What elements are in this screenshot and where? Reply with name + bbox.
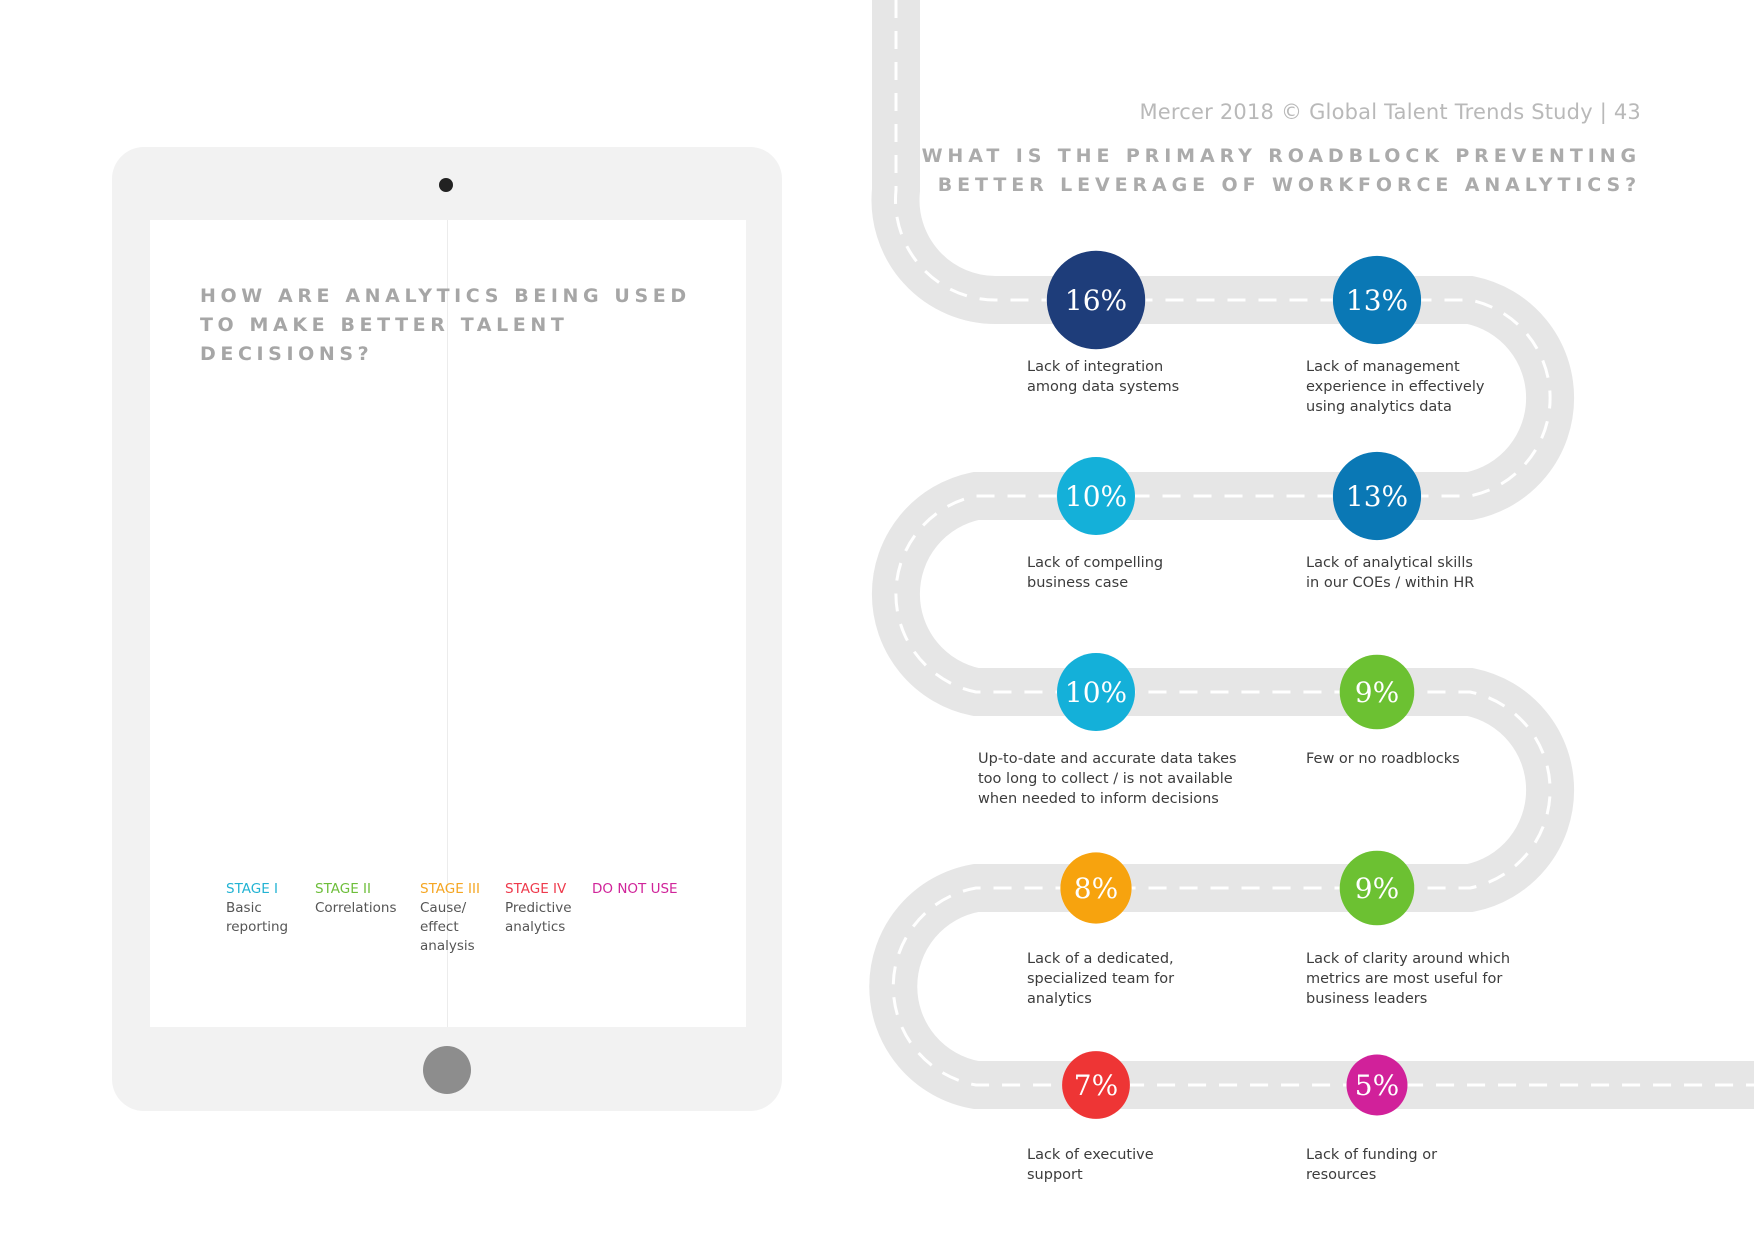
roadblock-circle xyxy=(1332,451,1422,541)
roadblock-circle xyxy=(1346,1054,1408,1116)
roadblock-circle xyxy=(1062,1051,1130,1119)
roadblock-circle xyxy=(1339,654,1415,730)
roadblock-label-line: Lack of executive xyxy=(1027,1147,1154,1163)
stage-description: analytics xyxy=(505,919,566,935)
roadblock-circle xyxy=(1332,255,1422,345)
roadblock-label-line: Lack of integration xyxy=(1027,359,1164,375)
stage-name: STAGE III xyxy=(420,881,480,897)
roadblock-label: Lack of compelling business case xyxy=(1027,553,1163,593)
roadblock-label-line: experience in effectively xyxy=(1306,379,1485,395)
roadblock-percent: 13% xyxy=(1346,284,1408,317)
roadblock-label: Few or no roadblocks xyxy=(1306,749,1460,769)
analytics-question-title: HOW ARE ANALYTICS BEING USED TO MAKE BET… xyxy=(200,285,691,365)
roadblock-label: Lack of a dedicated, specialized team for… xyxy=(1027,949,1174,1009)
roadblock-label-line: resources xyxy=(1306,1167,1377,1183)
tablet-screen xyxy=(150,220,746,1027)
stage-label: STAGE III Cause/effect analysis xyxy=(420,880,480,956)
roadblock-label-line: Few or no roadblocks xyxy=(1306,751,1460,767)
roadblock-label: Lack of clarity around which metrics are … xyxy=(1306,949,1510,1009)
roadblock-label-line: when needed to inform decisions xyxy=(978,791,1219,807)
roadblock-label: Up-to-date and accurate data takes too lo… xyxy=(978,749,1237,809)
roadblock-label-line: specialized team for xyxy=(1027,971,1175,987)
roadblock-label-line: Lack of management xyxy=(1306,359,1460,375)
roadblock-percent: 9% xyxy=(1355,872,1399,905)
winding-road xyxy=(869,0,1754,1109)
roadblock-percent: 9% xyxy=(1355,676,1399,709)
stage-name: STAGE IV xyxy=(505,881,567,897)
stage-description: Predictive xyxy=(505,900,572,916)
roadblock-label-line: Lack of a dedicated, xyxy=(1027,951,1174,967)
roadblock-label-line: business leaders xyxy=(1306,991,1428,1007)
page-fold-line xyxy=(447,220,448,1027)
stage-description: Cause/ xyxy=(420,900,467,916)
stage-name: STAGE I xyxy=(226,881,279,897)
stage-name: DO NOT USE xyxy=(592,881,678,897)
roadblock-label-line: business case xyxy=(1027,575,1129,591)
roadblock-label-line: among data systems xyxy=(1027,379,1180,395)
roadblock-label: Lack of analytical skills in our COEs / w… xyxy=(1306,553,1474,593)
roadblock-percent: 7% xyxy=(1074,1069,1118,1102)
roadblock-label-line: Up-to-date and accurate data takes xyxy=(978,751,1237,767)
roadblock-label-line: metrics are most useful for xyxy=(1306,971,1503,987)
stage-description: effect xyxy=(420,919,459,935)
roadblock-percent: 5% xyxy=(1355,1069,1399,1102)
roadblock-percent: 16% xyxy=(1065,284,1127,317)
roadblock-label-line: Lack of compelling xyxy=(1027,555,1164,571)
roadblock-circle xyxy=(1060,852,1132,924)
roadblock-label-line: using analytics data xyxy=(1306,399,1452,415)
stage-description: Basic xyxy=(226,900,262,916)
roadblock-circle xyxy=(1046,250,1146,350)
roadblock-circle xyxy=(1339,850,1415,926)
roadblock-circle xyxy=(1057,457,1135,535)
stage-label: STAGE IV Predictive analytics xyxy=(505,880,572,937)
roadblock-percent: 8% xyxy=(1074,872,1118,905)
roadblock-label-line: analytics xyxy=(1027,991,1092,1007)
roadblock-label-line: too long to collect / is not available xyxy=(978,771,1233,787)
stage-description: Correlations xyxy=(315,900,397,916)
roadblock-label: Lack of executive support xyxy=(1027,1145,1154,1185)
stage-description: reporting xyxy=(226,919,289,935)
roadblock-label: Lack of integration among data systems xyxy=(1027,357,1179,397)
roadblock-circle xyxy=(1057,653,1135,731)
roadblock-question: WHAT IS THE PRIMARY ROADBLOCK PREVENTING… xyxy=(921,145,1641,196)
stage-label: STAGE II Correlations xyxy=(315,880,396,918)
roadblock-label-line: support xyxy=(1027,1167,1083,1183)
stage-name: STAGE II xyxy=(315,881,372,897)
stage-label: STAGE I Basic reporting xyxy=(226,880,288,937)
roadblock-label-line: Lack of analytical skills xyxy=(1306,555,1473,571)
roadblock-label: Lack of funding or resources xyxy=(1306,1145,1437,1185)
roadblock-label-line: Lack of funding or xyxy=(1306,1147,1438,1163)
stage-description: analysis xyxy=(420,938,475,954)
roadblock-percent: 10% xyxy=(1065,676,1127,709)
roadblock-label-line: Lack of clarity around which xyxy=(1306,951,1511,967)
camera-dot xyxy=(439,178,453,192)
roadblock-percent: 10% xyxy=(1065,480,1127,513)
roadblock-label-line: in our COEs / within HR xyxy=(1306,575,1475,591)
home-button xyxy=(423,1046,471,1094)
roadblock-percent: 13% xyxy=(1346,480,1408,513)
roadblock-label: Lack of management experience in effectiv… xyxy=(1306,357,1484,417)
source-line: Mercer 2018 © Global Talent Trends Study… xyxy=(1139,100,1641,124)
stage-label: DO NOT USE xyxy=(592,880,678,899)
